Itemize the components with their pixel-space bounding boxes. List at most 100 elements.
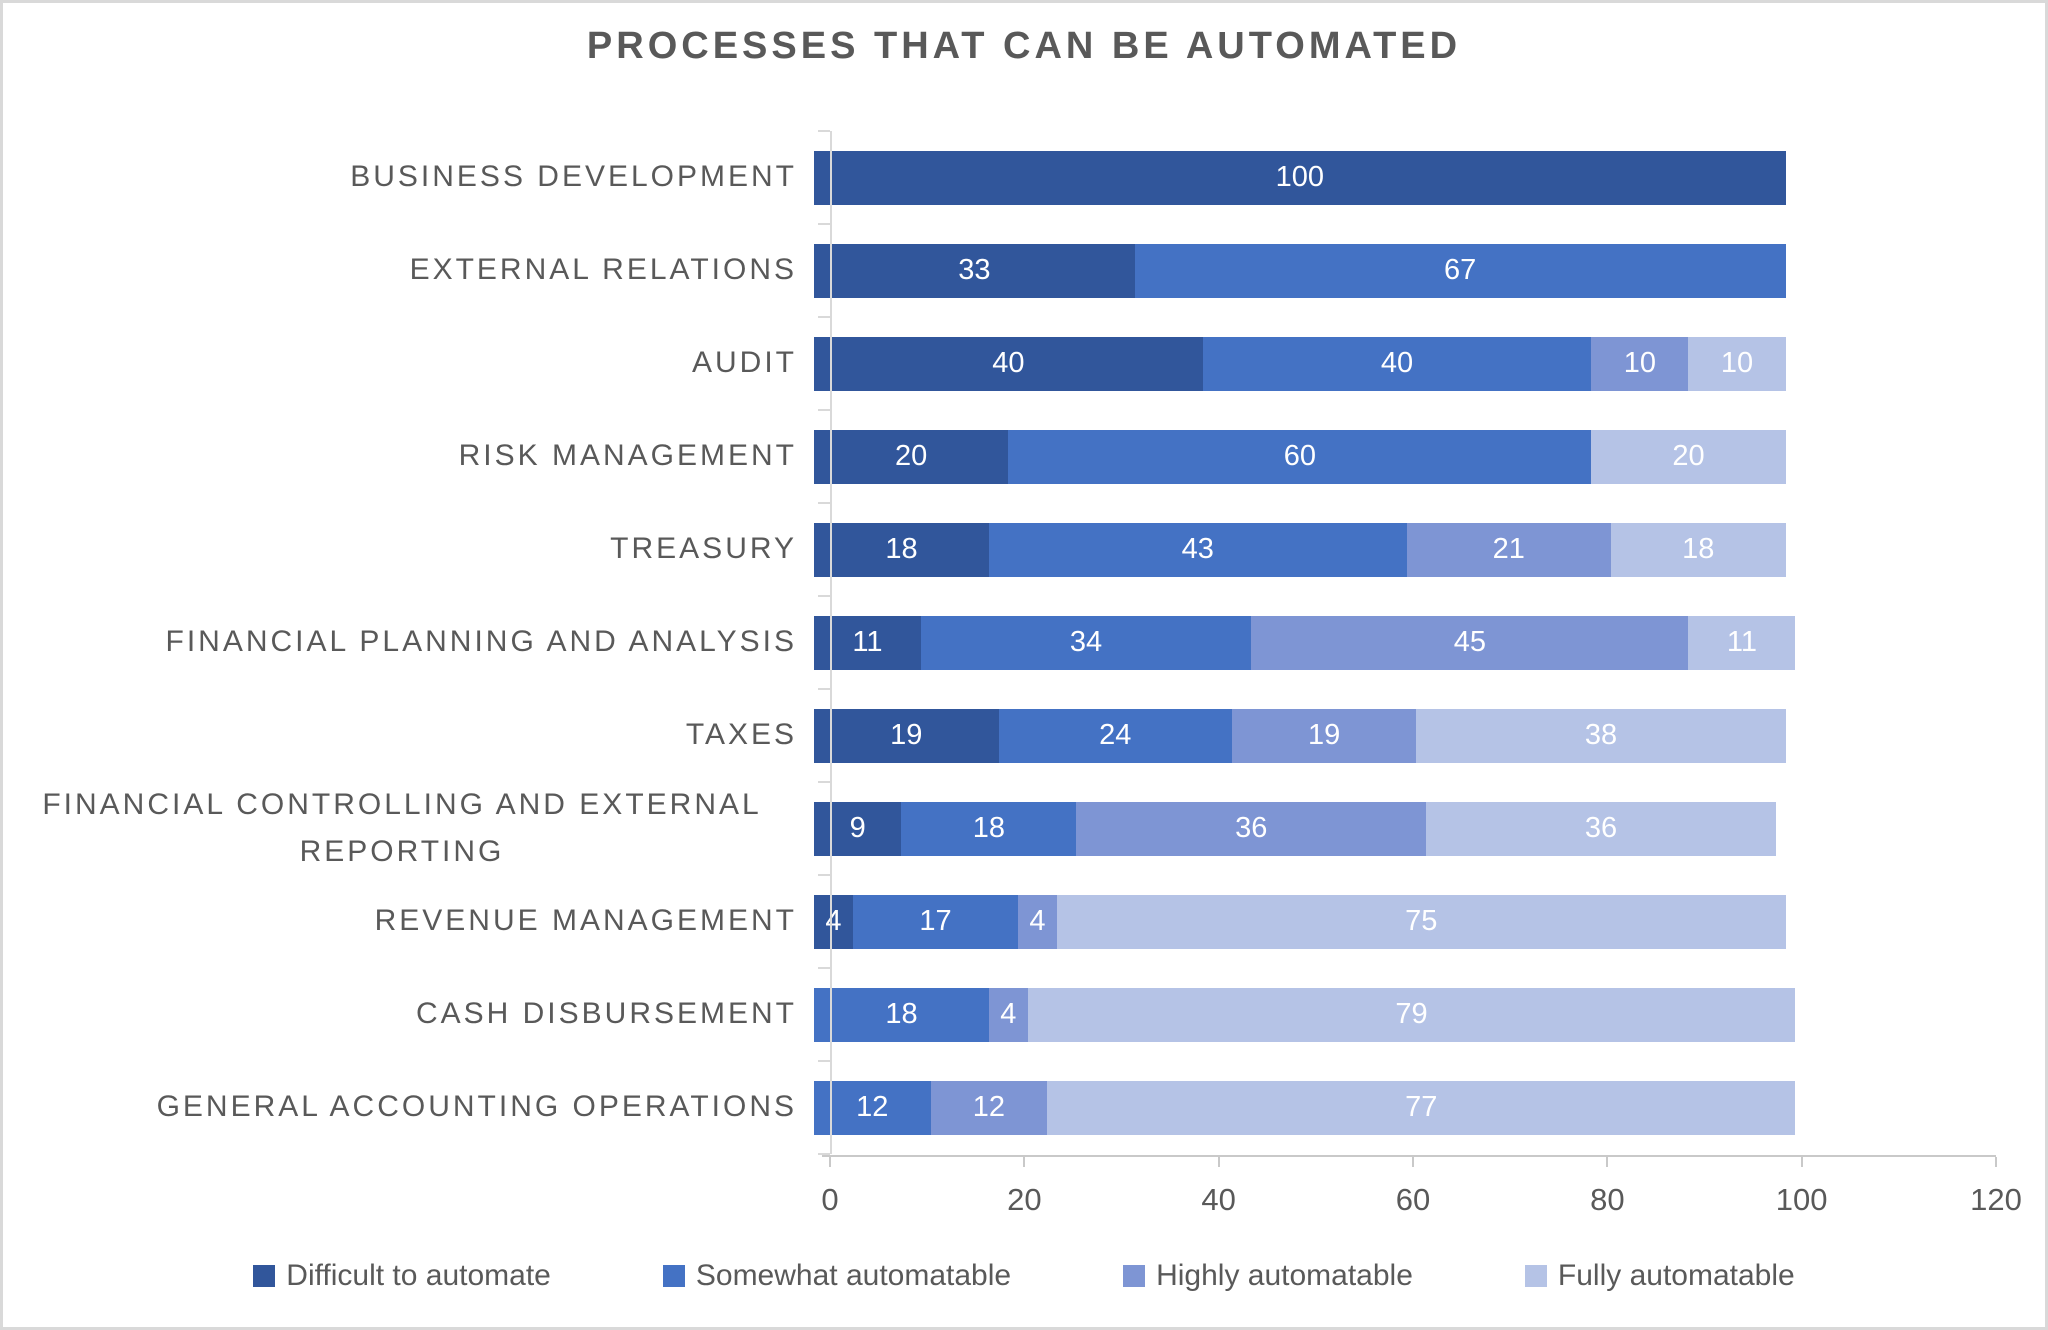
y-axis-tick: [818, 781, 830, 783]
category-label-cell: BUSINESS DEVELOPMENT: [3, 154, 814, 201]
x-axis-tick-label: 120: [1970, 1182, 2022, 1217]
x-axis-tick-label: 60: [1395, 1182, 1431, 1217]
x-axis-tick-label: 100: [1775, 1182, 1828, 1217]
y-axis-tick: [818, 130, 830, 132]
bar-value-label: 33: [958, 254, 991, 286]
legend-swatch: [1123, 1265, 1146, 1287]
bar-value-label: 19: [1307, 719, 1341, 751]
bar-value-label: 100: [1275, 161, 1325, 193]
bar-segment: 20: [814, 429, 1009, 484]
legend: Difficult to automate Somewhat automatabl…: [3, 1259, 2045, 1293]
bar-value-label: 10: [1623, 347, 1657, 379]
bar-segment: 40: [814, 336, 1203, 391]
category-label-cell: EXTERNAL RELATIONS: [3, 247, 814, 294]
stacked-bar: 20 60 20: [814, 429, 1786, 484]
bar-segment: 4: [988, 987, 1028, 1042]
category-label-cell: FINANCIAL CONTROLLING AND EXTERNAL REPOR…: [3, 782, 814, 875]
y-axis-tick: [818, 595, 830, 597]
chart-row: REVENUE MANAGEMENT 4 17 4 75: [3, 875, 2045, 968]
bar-value-label: 18: [885, 533, 918, 565]
bar-segment: 38: [1416, 708, 1786, 763]
category-label: CASH DISBURSEMENT: [415, 997, 797, 1031]
chart-row: TREASURY 18 43 21 18: [3, 503, 2045, 596]
legend-swatch: [253, 1265, 276, 1287]
bar-segment: 33: [814, 243, 1135, 298]
stacked-bar: 9 18 36 36: [814, 801, 1776, 856]
category-label: AUDIT: [692, 346, 797, 380]
x-axis-tick-label: 0: [821, 1182, 839, 1217]
bar-segment: 24: [998, 708, 1232, 763]
bar-value-label: 18: [885, 998, 918, 1030]
bar-segment: 9: [814, 801, 902, 856]
y-axis-tick: [818, 502, 830, 504]
category-label-cell: REVENUE MANAGEMENT: [3, 898, 814, 945]
chart-row: GENERAL ACCOUNTING OPERATIONS 12 12 77: [3, 1061, 2045, 1154]
bar-value-label: 77: [1405, 1091, 1438, 1123]
bar-segment: 75: [1056, 894, 1786, 949]
bar-value-label: 12: [856, 1091, 889, 1123]
bar-segment: 34: [920, 615, 1252, 670]
bar-segment: 36: [1426, 801, 1776, 856]
stacked-bar: 33 67: [814, 243, 1786, 298]
y-axis-tick: [818, 1060, 830, 1062]
y-axis-tick: [818, 967, 830, 969]
category-label: GENERAL ACCOUNTING OPERATIONS: [156, 1090, 797, 1124]
x-axis-tick: [1800, 1157, 1803, 1167]
legend-item: Somewhat automatable: [662, 1259, 1011, 1293]
legend-swatch: [662, 1265, 685, 1287]
x-axis-tick: [829, 1157, 831, 1167]
legend-item: Highly automatable: [1123, 1259, 1413, 1293]
bar-segment: 18: [814, 522, 989, 577]
chart-row: EXTERNAL RELATIONS 33 67: [3, 224, 2045, 317]
legend-label: Highly automatable: [1156, 1259, 1413, 1292]
bar-value-label: 43: [1181, 533, 1214, 565]
bar-value-label: 11: [1726, 626, 1757, 658]
category-label: REVENUE MANAGEMENT: [374, 904, 797, 938]
bar-value-label: 40: [992, 347, 1025, 379]
legend-label: Fully automatable: [1557, 1259, 1795, 1292]
category-label: FINANCIAL CONTROLLING AND EXTERNAL REPOR…: [42, 788, 762, 868]
legend-item: Difficult to automate: [253, 1259, 551, 1293]
bar-value-label: 36: [1584, 812, 1618, 844]
chart-row: FINANCIAL PLANNING AND ANALYSIS 11 34 45 11: [3, 596, 2045, 689]
bar-segment: 60: [1008, 429, 1592, 484]
bar-value-label: 17: [919, 905, 952, 937]
category-label-cell: CASH DISBURSEMENT: [3, 991, 814, 1038]
chart-row: RISK MANAGEMENT 20 60 20: [3, 410, 2045, 503]
bar-segment: 20: [1591, 429, 1786, 484]
bar-value-label: 20: [895, 440, 928, 472]
category-label-cell: GENERAL ACCOUNTING OPERATIONS: [3, 1084, 814, 1131]
bar-segment: 45: [1251, 615, 1689, 670]
bar-value-label: 38: [1584, 719, 1618, 751]
x-axis-tick-label: 80: [1590, 1182, 1625, 1217]
bar-segment: 77: [1047, 1080, 1796, 1135]
stacked-bar: 18 43 21 18: [814, 522, 1786, 577]
bar-segment: 18: [1610, 522, 1786, 577]
legend-item: Fully automatable: [1524, 1259, 1795, 1293]
bar-value-label: 12: [972, 1091, 1006, 1123]
chart-title: PROCESSES THAT CAN BE AUTOMATED: [586, 25, 1462, 67]
legend-label: Difficult to automate: [286, 1259, 551, 1292]
bar-value-label: 11: [852, 626, 883, 658]
y-axis-tick: [818, 688, 830, 690]
bar-segment: 19: [814, 708, 999, 763]
bar-value-label: 45: [1453, 626, 1486, 658]
chart-row: TAXES 19 24 19 38: [3, 689, 2045, 782]
stacked-bar: 19 24 19 38: [814, 708, 1786, 763]
bar-value-label: 18: [972, 812, 1006, 844]
category-label: RISK MANAGEMENT: [458, 439, 797, 473]
bar-segment: 12: [814, 1080, 931, 1135]
bar-value-label: 20: [1672, 440, 1705, 472]
x-axis-tick: [1217, 1157, 1220, 1167]
stacked-bar: 11 34 45 11: [814, 615, 1796, 670]
bar-segment: 18: [901, 801, 1077, 856]
bar-value-label: 18: [1682, 533, 1715, 565]
bar-value-label: 4: [825, 905, 842, 937]
category-label-cell: TREASURY: [3, 526, 814, 573]
x-axis-tick: [1995, 1157, 1997, 1167]
stacked-bar: 4 17 4 75: [814, 894, 1786, 949]
bar-value-label: 40: [1380, 347, 1414, 379]
bar-value-label: 60: [1283, 440, 1316, 472]
y-axis-tick: [818, 223, 830, 225]
